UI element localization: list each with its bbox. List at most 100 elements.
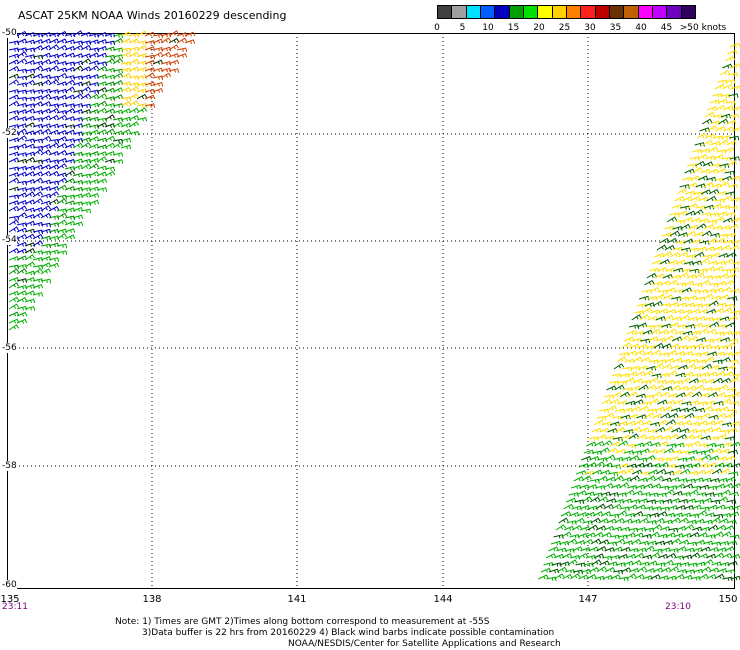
wind-barb	[628, 527, 639, 533]
wind-barb	[24, 233, 36, 240]
wind-barb	[624, 512, 636, 518]
wind-barb	[112, 152, 124, 157]
wind-barb	[629, 343, 640, 349]
wind-barb	[16, 297, 28, 303]
wind-barb	[120, 31, 132, 37]
wind-barb	[24, 143, 36, 149]
wind-barb	[144, 59, 156, 65]
wind-barb	[709, 345, 720, 350]
wind-barb	[731, 240, 740, 245]
wind-barb	[72, 142, 84, 149]
wind-barb	[24, 156, 36, 163]
wind-barb	[632, 511, 644, 517]
wind-barb	[583, 562, 594, 568]
wind-barb	[569, 554, 581, 560]
wind-barb	[56, 243, 68, 249]
wind-barb	[653, 324, 664, 329]
wind-barb	[112, 121, 124, 128]
wind-barb	[697, 289, 708, 294]
wind-barb	[558, 517, 569, 524]
wind-barb	[40, 243, 52, 249]
wind-barb	[729, 156, 740, 161]
wind-barb	[648, 377, 660, 384]
wind-barb	[88, 143, 100, 149]
wind-barb	[706, 573, 717, 580]
legend-label: 20	[533, 23, 545, 33]
wind-barb	[128, 107, 140, 114]
wind-barb	[40, 58, 52, 65]
wind-barb	[120, 38, 132, 44]
wind-barb	[637, 343, 648, 349]
wind-barb	[16, 58, 28, 65]
wind-barb	[88, 93, 100, 100]
wind-barb	[48, 215, 60, 220]
wind-barb	[696, 492, 707, 497]
wind-barb	[16, 212, 28, 219]
wind-barb	[581, 475, 592, 482]
wind-barb	[650, 574, 661, 580]
wind-barb	[88, 136, 100, 142]
wind-barb	[700, 279, 711, 286]
wind-barb	[692, 322, 704, 328]
wind-barb	[723, 147, 735, 153]
wind-barb	[112, 87, 124, 93]
wind-barb	[609, 513, 620, 519]
wind-barb	[96, 100, 108, 107]
wind-barb	[40, 101, 52, 107]
wind-barb	[723, 394, 735, 399]
wind-barb	[728, 471, 739, 477]
wind-barb	[713, 552, 725, 559]
wind-barb	[636, 547, 647, 553]
wind-barb	[695, 296, 706, 302]
wind-barb	[710, 499, 721, 505]
wind-barb	[716, 434, 728, 440]
wind-barb	[683, 238, 694, 244]
wind-barb	[595, 503, 606, 510]
wind-barb	[727, 296, 738, 301]
wind-barb	[662, 498, 673, 504]
wind-barb	[649, 552, 661, 559]
wind-barb	[598, 408, 609, 414]
wind-barb	[650, 349, 662, 356]
wind-barb	[112, 80, 124, 86]
wind-barb	[665, 552, 677, 559]
wind-barb	[634, 462, 646, 468]
wind-barb	[16, 143, 28, 149]
lon-label-144: 144	[433, 594, 453, 605]
wind-barb	[663, 335, 675, 342]
wind-barb	[8, 145, 20, 151]
wind-barb	[168, 44, 180, 51]
wind-barb	[625, 532, 636, 538]
wind-barb	[655, 426, 666, 433]
wind-barb	[640, 471, 651, 476]
wind-barb	[680, 377, 692, 384]
wind-barb	[707, 371, 718, 377]
wind-barb	[714, 331, 725, 337]
wind-barb	[654, 293, 666, 300]
wind-barb	[64, 75, 76, 80]
wind-barb	[16, 152, 28, 157]
wind-barb	[72, 103, 84, 108]
wind-barb	[32, 212, 44, 219]
wind-barb	[723, 371, 734, 377]
wind-barb	[8, 247, 20, 254]
wind-barb	[32, 256, 44, 262]
wind-barb	[589, 478, 600, 484]
wind-barb	[673, 555, 685, 561]
wind-barb	[144, 40, 156, 45]
wind-barb	[690, 440, 701, 447]
wind-barb	[659, 485, 670, 491]
wind-barb	[725, 342, 736, 349]
wind-barb	[144, 72, 156, 79]
wind-barb	[650, 328, 661, 335]
wind-barb	[644, 545, 655, 552]
wind-barb	[649, 267, 660, 273]
wind-barb	[64, 228, 76, 233]
wind-barb	[104, 96, 116, 101]
wind-barb	[636, 434, 648, 440]
wind-barb	[707, 391, 719, 398]
wind-barb	[731, 261, 740, 266]
wind-barb	[8, 318, 20, 324]
wind-barb	[706, 328, 717, 335]
wind-barb	[681, 287, 693, 293]
